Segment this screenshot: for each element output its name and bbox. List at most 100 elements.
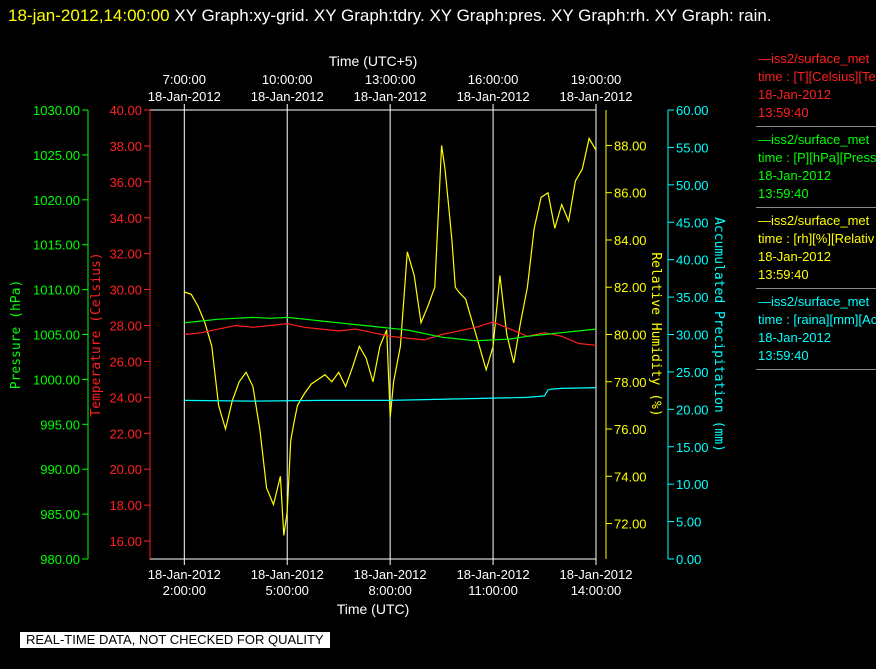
legend-entry-line2: time : [rh][%][Relativ — [758, 231, 875, 246]
rain-tick-label: 35.00 — [676, 290, 709, 305]
pres-tick-label: 980.00 — [40, 552, 80, 567]
legend: —iss2/surface_met time : [T][Celsius][Te 1… — [756, 46, 876, 370]
legend-entry-line3: 18-Jan-2012 — [758, 330, 831, 345]
tdry-tick-label: 38.00 — [109, 139, 142, 154]
pres-tick-label: 1020.00 — [33, 193, 80, 208]
x-bottom-tick-date: 18-Jan-2012 — [148, 567, 221, 582]
x-bottom-tick-date: 18-Jan-2012 — [354, 567, 427, 582]
x-bottom-tick-date: 18-Jan-2012 — [457, 567, 530, 582]
x-top-tick-time: 13:00:00 — [365, 72, 416, 87]
rh-tick-label: 76.00 — [614, 422, 647, 437]
tdry-tick-label: 18.00 — [109, 498, 142, 513]
rh-axis-title: Relative Humidity (%) — [648, 252, 663, 416]
tdry-tick-label: 26.00 — [109, 354, 142, 369]
rh-tick-label: 84.00 — [614, 233, 647, 248]
header-timestamp: 18-jan-2012,14:00:00 — [8, 6, 170, 25]
rh-tick-label: 72.00 — [614, 517, 647, 532]
legend-entry-line2: time : [T][Celsius][Te — [758, 69, 876, 84]
rh-tick-label: 88.00 — [614, 138, 647, 153]
tdry-tick-label: 32.00 — [109, 247, 142, 262]
legend-entry-line1: —iss2/surface_met — [758, 132, 870, 147]
pres-tick-label: 1005.00 — [33, 328, 80, 343]
rain-tick-label: 45.00 — [676, 215, 709, 230]
x-top-tick-date: 18-Jan-2012 — [457, 89, 530, 104]
rh-tick-label: 86.00 — [614, 186, 647, 201]
plot-frame — [149, 109, 597, 560]
x-bottom-tick-time: 2:00:00 — [163, 583, 206, 598]
rain-series-line — [184, 387, 597, 402]
rain-tick-label: 10.00 — [676, 477, 709, 492]
pres-axis-title: Pressure (hPa) — [9, 280, 24, 390]
legend-entry-line3: 18-Jan-2012 — [758, 87, 831, 102]
legend-entry-line4: 13:59:40 — [758, 105, 809, 120]
pres-tick-label: 1000.00 — [33, 372, 80, 387]
page-header: 18-jan-2012,14:00:00 XY Graph:xy-grid. X… — [8, 2, 868, 30]
x-bottom-tick-time: 5:00:00 — [266, 583, 309, 598]
legend-entry-line4: 13:59:40 — [758, 186, 809, 201]
x-top-tick-time: 19:00:00 — [571, 72, 622, 87]
tdry-axis-title: Temperature (Celsius) — [89, 252, 104, 416]
x-top-tick-time: 10:00:00 — [262, 72, 313, 87]
legend-entry-line3: 18-Jan-2012 — [758, 249, 831, 264]
rh-tick-label: 80.00 — [614, 328, 647, 343]
x-top-tick-time: 7:00:00 — [163, 72, 206, 87]
x-bottom-tick-time: 14:00:00 — [571, 583, 622, 598]
quality-warning: REAL-TIME DATA, NOT CHECKED FOR QUALITY — [20, 632, 330, 648]
x-bottom-tick-time: 11:00:00 — [468, 583, 518, 598]
pres-series-line — [184, 316, 597, 342]
tdry-tick-label: 40.00 — [109, 103, 142, 118]
tdry-tick-label: 16.00 — [109, 534, 142, 549]
x-top-axis-title: Time (UTC+5) — [329, 53, 418, 69]
tdry-tick-label: 36.00 — [109, 175, 142, 190]
tdry-tick-label: 28.00 — [109, 319, 142, 334]
rh-tick-label: 74.00 — [614, 469, 647, 484]
legend-entry-line1: —iss2/surface_met — [758, 51, 870, 66]
rain-tick-label: 60.00 — [676, 103, 709, 118]
rain-tick-label: 55.00 — [676, 140, 709, 155]
rain-tick-label: 25.00 — [676, 365, 709, 380]
rain-tick-label: 40.00 — [676, 253, 709, 268]
legend-entry-line4: 13:59:40 — [758, 267, 809, 282]
x-top-tick-date: 18-Jan-2012 — [560, 89, 633, 104]
x-top-tick-date: 18-Jan-2012 — [354, 89, 427, 104]
tdry-tick-label: 34.00 — [109, 211, 142, 226]
tdry-tick-label: 22.00 — [109, 426, 142, 441]
rain-tick-label: 20.00 — [676, 402, 709, 417]
rain-tick-label: 30.00 — [676, 328, 709, 343]
pres-tick-label: 1010.00 — [33, 283, 80, 298]
rh-series-line — [184, 136, 597, 536]
legend-entry-line1: —iss2/surface_met — [758, 213, 870, 228]
pres-tick-label: 1025.00 — [33, 148, 80, 163]
pres-tick-label: 985.00 — [40, 507, 80, 522]
rain-axis-title: Accumulated Precipitation (mm) — [711, 217, 726, 452]
tdry-tick-label: 30.00 — [109, 283, 142, 298]
x-top-tick-time: 16:00:00 — [468, 72, 519, 87]
legend-entry-line3: 18-Jan-2012 — [758, 168, 831, 183]
x-bottom-tick-time: 8:00:00 — [368, 583, 411, 598]
rh-tick-label: 78.00 — [614, 375, 647, 390]
pres-tick-label: 1030.00 — [33, 103, 80, 118]
x-bottom-axis-title: Time (UTC) — [337, 601, 410, 617]
x-top-tick-date: 18-Jan-2012 — [251, 89, 324, 104]
pres-tick-label: 1015.00 — [33, 238, 80, 253]
x-top-tick-date: 18-Jan-2012 — [148, 89, 221, 104]
legend-entry-line1: —iss2/surface_met — [758, 294, 870, 309]
rh-tick-label: 82.00 — [614, 280, 647, 295]
tdry-tick-label: 24.00 — [109, 390, 142, 405]
tdry-tick-label: 20.00 — [109, 462, 142, 477]
x-bottom-tick-date: 18-Jan-2012 — [560, 567, 633, 582]
legend-entry-line4: 13:59:40 — [758, 348, 809, 363]
pres-tick-label: 995.00 — [40, 417, 80, 432]
rain-tick-label: 15.00 — [676, 440, 709, 455]
rain-tick-label: 50.00 — [676, 178, 709, 193]
legend-entry-line2: time : [raina][mm][Ac — [758, 312, 876, 327]
x-bottom-tick-date: 18-Jan-2012 — [251, 567, 324, 582]
pres-tick-label: 990.00 — [40, 462, 80, 477]
legend-entry-line2: time : [P][hPa][Press — [758, 150, 876, 165]
header-graph-list: XY Graph:xy-grid. XY Graph:tdry. XY Grap… — [169, 6, 772, 25]
